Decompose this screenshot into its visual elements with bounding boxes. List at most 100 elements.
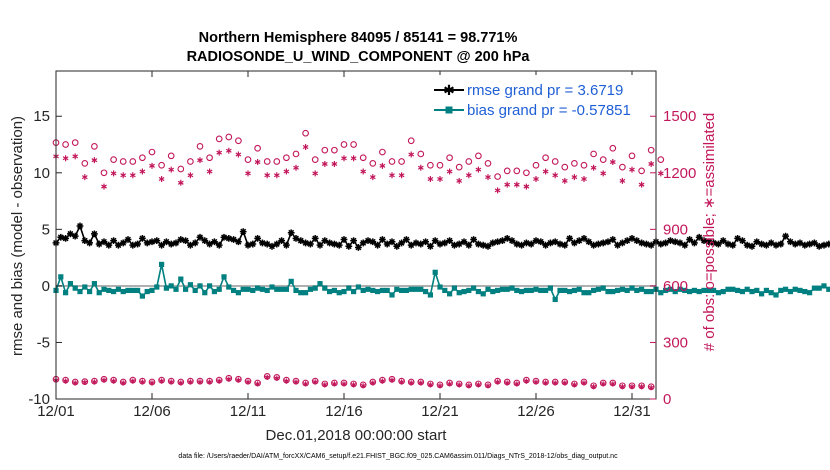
bias-marker (643, 288, 649, 295)
bias-marker (423, 288, 429, 295)
obs-assimilated-marker (312, 170, 319, 177)
obs-assimilated-marker (619, 177, 626, 184)
bias-marker (773, 292, 779, 298)
footer-data-file: data file: /Users/raeder/DAI/ATM_forcXX/… (178, 453, 618, 460)
bias-marker (442, 287, 448, 294)
rmse-marker (345, 242, 353, 250)
y-axis-label: rmse and bias (model - observation) (9, 116, 26, 356)
rmse-marker (599, 239, 607, 247)
rmse-marker (91, 230, 98, 238)
rmse-marker (556, 240, 564, 248)
y-tick-label: 5 (42, 221, 50, 238)
rmse-marker (446, 237, 453, 245)
obs-assimilated-marker (322, 382, 328, 388)
obs-possible-marker (91, 143, 98, 150)
obs-assimilated-marker (303, 381, 309, 387)
bias-marker (778, 287, 784, 294)
obs-possible-marker (350, 141, 357, 148)
obs-assimilated-marker (62, 155, 69, 162)
obs-possible-marker (340, 141, 348, 148)
rmse-marker (767, 239, 775, 247)
bias-marker (355, 284, 361, 290)
bias-marker (792, 286, 798, 292)
obs-assimilated-marker (82, 379, 88, 386)
bias-marker (456, 290, 462, 296)
rmse-marker (465, 241, 473, 249)
obs-assimilated-marker (562, 380, 568, 386)
obs-assimilated-marker (600, 170, 607, 177)
rmse-marker (508, 237, 516, 245)
obs-possible-marker (580, 161, 588, 169)
obs-assimilated-marker (187, 379, 193, 385)
rmse-marker (436, 240, 444, 248)
x-tick-label: 12/06 (133, 403, 171, 420)
bias-marker (211, 288, 217, 295)
bias-marker (293, 287, 299, 294)
bias-marker (360, 287, 366, 294)
bias-marker (663, 287, 669, 294)
obs-assimilated-marker (495, 379, 501, 385)
bias-marker (303, 290, 309, 296)
rmse-marker (331, 240, 338, 248)
rmse-marker (451, 241, 458, 249)
obs-assimilated-marker (72, 380, 78, 386)
y2-tick-label: 0 (663, 391, 671, 408)
obs-assimilated-marker (158, 176, 165, 183)
rmse-marker (787, 238, 794, 246)
obs-possible-marker (503, 167, 511, 175)
rmse-marker (470, 236, 477, 243)
rmse-marker (230, 236, 237, 243)
legend-bias-label: bias grand pr = -0.57851 (467, 102, 631, 119)
rmse-marker (239, 228, 247, 236)
y2-tick-label: 900 (663, 221, 688, 238)
rmse-marker (143, 239, 151, 247)
obs-assimilated-marker (427, 176, 434, 183)
bias-marker (739, 288, 745, 295)
obs-possible-marker (177, 165, 185, 173)
bias-marker (408, 286, 414, 292)
rmse-marker (455, 240, 463, 248)
obs-possible-marker (551, 158, 559, 165)
rmse-marker (518, 241, 525, 249)
obs-assimilated-marker (81, 174, 88, 181)
bias-marker (725, 286, 731, 292)
obs-possible-marker (446, 154, 453, 162)
obs-possible-marker (571, 160, 578, 167)
legend-rmse-label: rmse grand pr = 3.6719 (467, 82, 623, 99)
rmse-marker (513, 240, 521, 248)
rmse-marker (643, 240, 650, 248)
obs-assimilated-marker (475, 166, 482, 173)
bias-marker (183, 286, 189, 292)
rmse-marker (647, 241, 655, 249)
bias-marker (744, 286, 750, 292)
obs-assimilated-marker (197, 157, 203, 164)
rmse-marker (407, 241, 415, 249)
obs-possible-marker (532, 161, 540, 169)
obs-possible-marker (311, 156, 319, 163)
bias-marker (394, 286, 400, 292)
rmse-marker (695, 233, 703, 241)
rmse-marker (566, 234, 573, 242)
obs-assimilated-marker (216, 378, 222, 384)
obs-possible-marker (619, 163, 626, 171)
rmse-marker (715, 240, 722, 248)
obs-assimilated-marker (110, 170, 117, 177)
rmse-marker (398, 239, 405, 247)
obs-assimilated-marker (254, 159, 261, 166)
bias-marker (826, 286, 830, 292)
bias-marker (163, 285, 169, 291)
obs-assimilated-marker (456, 177, 463, 184)
obs-assimilated-marker (91, 379, 97, 385)
obs-assimilated-marker (485, 174, 491, 181)
rmse-marker (700, 237, 708, 245)
obs-possible-marker (273, 158, 281, 165)
obs-assimilated-marker (341, 155, 347, 162)
obs-assimilated-marker (571, 174, 578, 181)
obs-assimilated-marker (648, 160, 655, 167)
obs-possible-marker (494, 173, 501, 180)
obs-assimilated-marker (657, 170, 664, 177)
bias-marker (552, 296, 558, 303)
obs-possible-marker (647, 146, 655, 154)
bias-marker (576, 286, 582, 292)
